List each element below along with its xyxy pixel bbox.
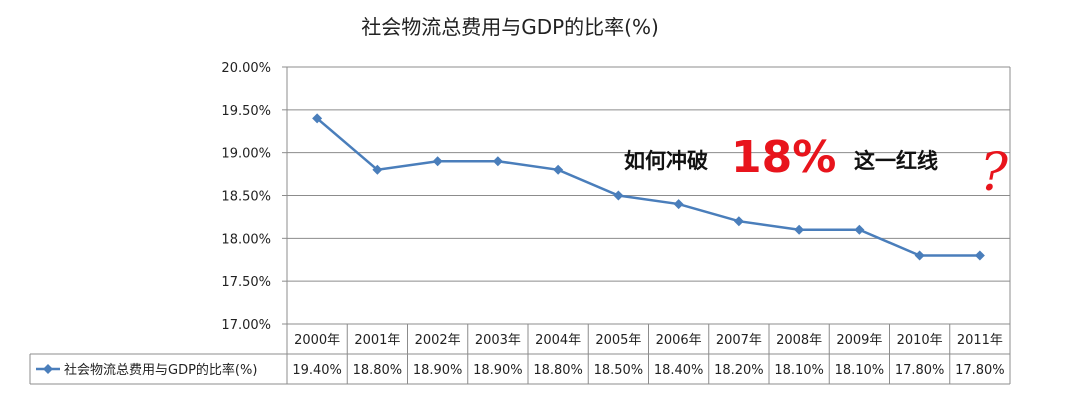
data-point	[613, 190, 624, 201]
y-tick-label: 18.50%	[221, 190, 271, 205]
y-tick-label: 17.00%	[221, 318, 271, 333]
x-tick-label: 2008年	[776, 333, 822, 348]
annotation-post: 这一红线	[854, 149, 938, 173]
data-label: 18.50%	[594, 363, 644, 378]
data-label: 19.40%	[292, 363, 342, 378]
legend-marker	[43, 364, 53, 374]
y-tick-label: 19.50%	[221, 104, 271, 119]
data-point	[553, 164, 564, 175]
y-tick-label: 17.50%	[221, 275, 271, 290]
data-label: 18.10%	[774, 363, 824, 378]
data-point	[733, 216, 744, 227]
data-point	[492, 156, 503, 167]
annotation-pre: 如何冲破	[624, 149, 708, 173]
series-polyline	[316, 117, 980, 257]
data-point	[432, 156, 443, 167]
data-point	[974, 250, 985, 261]
data-label: 18.80%	[353, 363, 403, 378]
y-tick-label: 20.00%	[221, 61, 271, 76]
y-tick-label: 19.00%	[221, 147, 271, 162]
x-tick-label: 2007年	[716, 333, 762, 348]
annotation-big: 18%	[731, 132, 836, 183]
question-mark: ?	[980, 143, 1009, 203]
data-label: 18.90%	[473, 363, 523, 378]
data-point	[914, 250, 925, 261]
data-label: 18.40%	[654, 363, 704, 378]
data-label: 18.80%	[533, 363, 583, 378]
data-point	[312, 113, 323, 124]
data-label: 17.80%	[955, 363, 1005, 378]
x-tick-label: 2009年	[836, 333, 882, 348]
data-point	[794, 224, 805, 235]
x-tick-label: 2001年	[354, 333, 400, 348]
data-point	[372, 164, 383, 175]
series-line	[312, 113, 985, 261]
data-label: 18.20%	[714, 363, 764, 378]
gridlines	[282, 66, 1011, 325]
x-tick-label: 2003年	[475, 333, 521, 348]
x-tick-label: 2004年	[535, 333, 581, 348]
data-label: 18.90%	[413, 363, 463, 378]
chart-title: 社会物流总费用与GDP的比率(%)	[361, 15, 659, 39]
legend-label: 社会物流总费用与GDP的比率(%)	[64, 362, 257, 378]
x-tick-label: 2010年	[897, 333, 943, 348]
y-axis-ticks: 17.00% 17.50% 18.00% 18.50% 19.00% 19.50% 20.0…	[221, 61, 271, 333]
x-tick-label: 2005年	[595, 333, 641, 348]
y-tick-label: 18.00%	[221, 232, 271, 247]
data-table: 2000年 19.40% 2001年 18.80% 2002年 18.90% 2003年 18…	[29, 324, 1011, 385]
x-tick-label: 2000年	[294, 333, 340, 348]
annotation: 如何冲破 18% 这一红线 ?	[624, 132, 1009, 203]
data-point	[854, 224, 865, 235]
data-label: 17.80%	[895, 363, 945, 378]
x-tick-label: 2002年	[415, 333, 461, 348]
x-tick-label: 2006年	[656, 333, 702, 348]
data-label: 18.10%	[835, 363, 885, 378]
x-tick-label: 2011年	[957, 333, 1003, 348]
data-point	[673, 199, 684, 210]
